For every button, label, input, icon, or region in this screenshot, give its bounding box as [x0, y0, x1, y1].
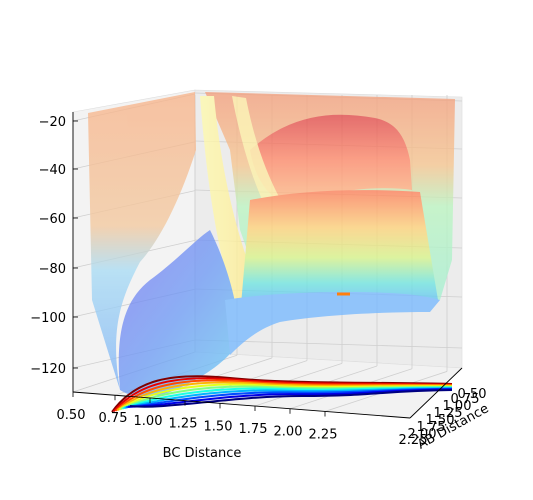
- contour-line: [128, 388, 453, 408]
- y-tick-label: 1.75: [417, 420, 446, 435]
- z-tick-label: −20: [39, 115, 66, 130]
- energy-surface: [88, 92, 455, 397]
- y-tick-label: 2.25: [399, 433, 428, 448]
- z-tick-label: −80: [39, 262, 66, 277]
- y-tick-label: 2.00: [408, 427, 437, 442]
- surface-valley-right: [225, 292, 440, 355]
- y-tick-label: 0.50: [458, 387, 487, 402]
- axis-ticks: −120−100−80−60−40−200.50 0.75 1.00 1.25 1.50…: [30, 115, 486, 448]
- y-tick-label: 1.25: [434, 406, 463, 421]
- x-tick-label: 0.50: [57, 408, 86, 423]
- contour-line: [126, 387, 453, 409]
- y-tick-label: 1.00: [443, 399, 472, 414]
- surface-back-left-wall: [88, 92, 196, 390]
- x-axis-line: [72, 391, 411, 419]
- y-axis-line: [409, 367, 463, 419]
- axis-lines: [72, 112, 463, 419]
- x-tick-label: 1.75: [239, 422, 268, 437]
- x-axis-label: BC Distance: [163, 446, 242, 461]
- x-tick-label: 1.25: [169, 417, 198, 432]
- z-tick-label: −120: [30, 362, 66, 377]
- x-tick-label: 0.75: [99, 411, 128, 426]
- surface-red-plateau: [250, 114, 412, 205]
- surface-front-slope: [238, 190, 438, 340]
- x-tick-label: 1.00: [134, 414, 163, 429]
- x-tick-label: 2.25: [309, 427, 338, 442]
- z-tick-label: −40: [39, 163, 66, 178]
- x-tick-label: 2.00: [274, 425, 303, 440]
- z-tick-label: −100: [30, 311, 66, 326]
- z-tick-label: −60: [39, 212, 66, 227]
- x-tick-label: 1.50: [204, 419, 233, 434]
- y-tick-label: 1.50: [426, 413, 455, 428]
- y-tick-label: 0.75: [451, 392, 480, 407]
- contour-line: [129, 389, 453, 408]
- surface-valley: [118, 230, 240, 397]
